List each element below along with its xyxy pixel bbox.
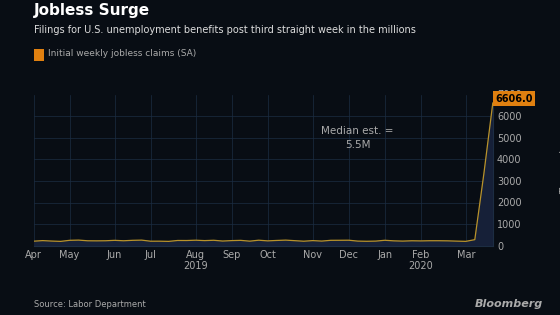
Text: 6606.0: 6606.0 [496,94,533,104]
Text: Median est. =
5.5M: Median est. = 5.5M [321,126,394,150]
Text: Filings for U.S. unemployment benefits post third straight week in the millions: Filings for U.S. unemployment benefits p… [34,25,416,35]
Text: Bloomberg: Bloomberg [475,299,543,309]
Text: Initial weekly jobless claims (SA): Initial weekly jobless claims (SA) [48,49,196,58]
Text: Jobless Surge: Jobless Surge [34,3,150,18]
Text: Source: Labor Department: Source: Labor Department [34,300,146,309]
